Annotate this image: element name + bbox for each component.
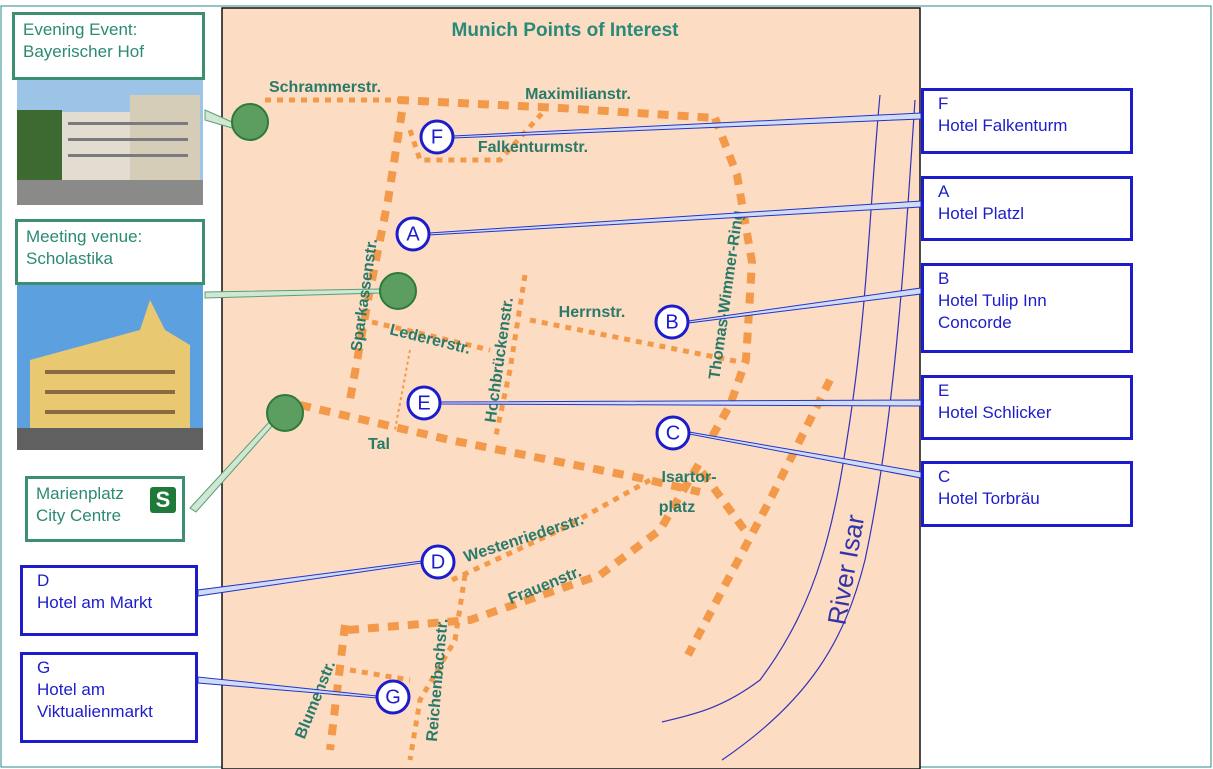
venue-box: Marienplatz City Centre S [25,476,185,542]
marker-letter: G [385,686,401,708]
street-label: Maximilianstr. [525,86,631,103]
venue-box: Meeting venue: Scholastika [15,219,205,285]
hotel-letter: A [938,181,1116,203]
hotel-name: Hotel am Viktualienmarkt [37,679,181,723]
hotel-letter: F [938,93,1116,115]
hotel-letter: C [938,466,1116,488]
page: Munich Points of Interest Schrammerstr. M… [0,0,1213,769]
hotel-name: Hotel Tulip Inn Concorde [938,290,1116,334]
hotel-name: Hotel Torbräu [938,488,1116,510]
hotel-name: Hotel Falkenturm [938,115,1116,137]
map-title: Munich Points of Interest [452,20,680,41]
hotel-name: Hotel am Markt [37,592,181,614]
marker-letter: C [666,422,680,444]
street-label: Isartor- [661,469,716,486]
street-label: Schrammerstr. [269,79,381,96]
venue-label: Meeting venue: Scholastika [26,227,142,268]
hotel-name: Hotel Platzl [938,203,1116,225]
hotel-letter: G [37,657,181,679]
marker-letter: B [665,311,678,333]
photo-evening [17,80,203,205]
street-label: Tal [368,436,390,453]
hotel-letter: B [938,268,1116,290]
hotel-letter: D [37,570,181,592]
photo-meeting [17,285,203,450]
street-label: Falkenturmstr. [478,139,588,156]
marker-letter: D [431,551,445,573]
s-bahn-icon: S [150,487,176,513]
venue-label: Marienplatz City Centre [36,484,124,525]
marker-letter: A [406,223,420,245]
marker-letter: E [417,392,430,414]
marker-letter: F [431,126,443,148]
hotel-name: Hotel Schlicker [938,402,1116,424]
street-label: Herrnstr. [559,304,626,321]
street-label: platz [659,499,695,516]
hotel-letter: E [938,380,1116,402]
venue-box: Evening Event: Bayerischer Hof [12,12,205,80]
venue-label: Evening Event: Bayerischer Hof [23,20,144,61]
